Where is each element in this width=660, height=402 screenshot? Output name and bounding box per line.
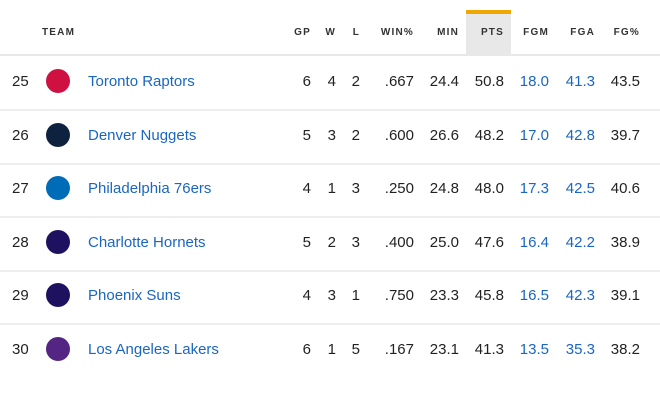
cell-winpct: .250: [384, 180, 414, 198]
table-row: 30 Los Angeles Lakers 6 1 5 .167 23.1 41.3 13.5…: [0, 324, 660, 377]
table-header: TEAM GP W L WIN% MIN PTS FGM FGA FG%: [0, 10, 660, 56]
cell-gp: 5: [302, 126, 311, 144]
header-gp[interactable]: GP: [294, 27, 311, 38]
cell-winpct: .167: [384, 341, 414, 358]
table-row: 28 Charlotte Hornets 5 2 3 .400 25.0 47.6 16.4 4…: [0, 217, 660, 272]
team-link[interactable]: Toronto Raptors: [88, 73, 195, 90]
header-fgm[interactable]: FGM: [523, 27, 549, 38]
cell-l: 3: [351, 180, 360, 198]
cell-gp: 4: [302, 180, 311, 198]
header-winpct[interactable]: WIN%: [380, 27, 414, 38]
table-row: 29 Phoenix Suns 4 3 1 .750 23.3 45.8 16.5 42.3 39…: [0, 270, 660, 326]
rank: 30: [12, 341, 29, 358]
cell-w: 1: [327, 180, 336, 198]
cell-w: 4: [327, 73, 336, 90]
header-team[interactable]: TEAM: [42, 27, 76, 38]
team-logo-icon[interactable]: [46, 229, 70, 254]
header-w[interactable]: W: [325, 27, 336, 38]
header-pts[interactable]: PTS: [480, 27, 504, 38]
cell-fgm[interactable]: 18.0: [519, 73, 549, 90]
cell-fgm[interactable]: 16.5: [519, 287, 549, 305]
cell-winpct: .400: [384, 233, 414, 251]
rank: 28: [12, 233, 29, 251]
cell-min: 23.3: [429, 287, 459, 305]
cell-gp: 4: [302, 287, 311, 305]
cell-fga[interactable]: 42.2: [565, 233, 595, 251]
cell-fgpct: 39.7: [610, 126, 640, 144]
cell-w: 3: [327, 287, 336, 305]
header-min[interactable]: MIN: [437, 27, 459, 38]
cell-l: 3: [351, 233, 360, 251]
team-link[interactable]: Los Angeles Lakers: [88, 341, 219, 358]
rank: 26: [12, 126, 29, 144]
cell-fgm[interactable]: 17.0: [519, 126, 549, 144]
cell-l: 2: [351, 73, 360, 90]
cell-fga[interactable]: 42.5: [565, 180, 595, 198]
cell-w: 3: [327, 126, 336, 144]
cell-l: 2: [351, 126, 360, 144]
cell-pts: 50.8: [474, 73, 504, 90]
team-logo-icon[interactable]: [46, 176, 70, 201]
team-link[interactable]: Phoenix Suns: [88, 287, 181, 305]
team-link[interactable]: Philadelphia 76ers: [88, 180, 212, 198]
cell-pts: 47.6: [474, 233, 504, 251]
cell-w: 2: [327, 233, 336, 251]
header-l[interactable]: L: [352, 27, 360, 38]
cell-winpct: .750: [384, 287, 414, 305]
cell-gp: 5: [302, 233, 311, 251]
cell-l: 5: [351, 341, 360, 358]
cell-fgpct: 40.6: [610, 180, 640, 198]
cell-fgpct: 38.9: [610, 233, 640, 251]
cell-fga[interactable]: 41.3: [565, 73, 595, 90]
table-row: 25 Toronto Raptors 6 4 2 .667 24.4 50.8 18.0 41.…: [0, 56, 660, 111]
header-fgpct[interactable]: FG%: [613, 27, 640, 38]
cell-winpct: .667: [384, 73, 414, 90]
cell-l: 1: [351, 287, 360, 305]
cell-fgm[interactable]: 16.4: [519, 233, 549, 251]
cell-pts: 41.3: [474, 341, 504, 358]
team-logo-icon[interactable]: [46, 122, 70, 147]
table-row: 26 Denver Nuggets 5 3 2 .600 26.6 48.2 17.0 42.8…: [0, 110, 660, 165]
cell-fgpct: 43.5: [610, 73, 640, 90]
cell-fga[interactable]: 42.8: [565, 126, 595, 144]
cell-min: 24.4: [429, 73, 459, 90]
rank: 25: [12, 73, 29, 90]
cell-min: 23.1: [429, 341, 459, 358]
team-link[interactable]: Charlotte Hornets: [88, 233, 206, 251]
cell-fgpct: 38.2: [610, 341, 640, 358]
cell-w: 1: [327, 341, 336, 358]
cell-fga[interactable]: 35.3: [565, 341, 595, 358]
cell-pts: 48.0: [474, 180, 504, 198]
team-logo-icon[interactable]: [46, 337, 70, 361]
cell-gp: 6: [302, 73, 311, 90]
cell-fgpct: 39.1: [610, 287, 640, 305]
cell-min: 26.6: [429, 126, 459, 144]
cell-gp: 6: [302, 341, 311, 358]
cell-winpct: .600: [384, 126, 414, 144]
cell-pts: 48.2: [474, 126, 504, 144]
sorted-column-highlight: [466, 10, 511, 54]
rank: 29: [12, 287, 29, 305]
team-logo-icon[interactable]: [46, 69, 70, 93]
team-link[interactable]: Denver Nuggets: [88, 126, 197, 144]
cell-fgm[interactable]: 17.3: [519, 180, 549, 198]
rank: 27: [12, 180, 29, 198]
header-fga[interactable]: FGA: [570, 27, 595, 38]
cell-pts: 45.8: [474, 287, 504, 305]
cell-fgm[interactable]: 13.5: [519, 341, 549, 358]
cell-fga[interactable]: 42.3: [565, 287, 595, 305]
table-row: 27 Philadelphia 76ers 4 1 3 .250 24.8 48.0 17.3…: [0, 163, 660, 219]
cell-min: 25.0: [429, 233, 459, 251]
team-logo-icon[interactable]: [46, 283, 70, 308]
cell-min: 24.8: [429, 180, 459, 198]
